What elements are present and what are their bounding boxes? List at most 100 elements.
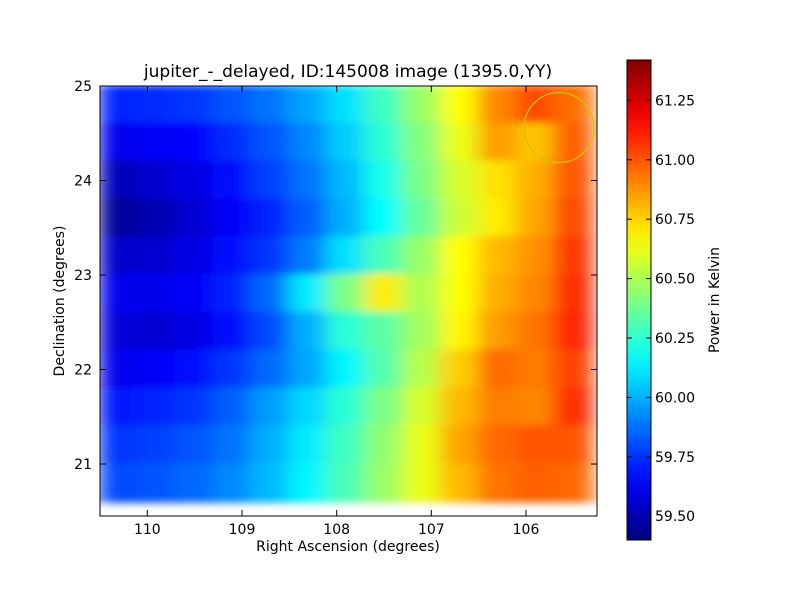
heatmap-cell	[288, 236, 329, 277]
heatmap-cell	[288, 122, 329, 163]
heatmap-cell	[100, 425, 139, 466]
beam-circle-marker	[523, 92, 595, 164]
heatmap-cell	[477, 236, 518, 277]
heatmap-cell	[401, 311, 442, 352]
heatmap-cell	[364, 387, 404, 428]
heatmap-cell	[401, 387, 442, 428]
heatmap-cell	[212, 387, 253, 428]
heatmap-cell	[477, 198, 518, 239]
heatmap-cell	[401, 198, 442, 239]
heatmap-cell	[136, 160, 177, 201]
x-tick-label: 109	[229, 522, 256, 538]
heatmap-cell	[477, 387, 518, 428]
heatmap-cell	[553, 349, 594, 390]
heatmap-cell	[174, 425, 215, 466]
y-tick-label: 23	[74, 268, 92, 284]
x-tick-label: 107	[418, 522, 445, 538]
heatmap-cell	[100, 463, 139, 503]
heatmap-cell	[136, 274, 177, 314]
heatmap-cell	[401, 86, 442, 125]
heatmap-cell	[326, 425, 367, 466]
chart-title: jupiter_-_delayed, ID:145008 image (1395…	[143, 62, 552, 82]
heatmap-cell	[136, 349, 177, 390]
heatmap-cell	[553, 122, 594, 163]
heatmap-cell	[174, 236, 215, 277]
heatmap-cell	[250, 160, 291, 201]
heatmap-cell	[515, 311, 556, 352]
y-tick-label: 21	[74, 457, 92, 473]
heatmap-cell	[100, 236, 139, 277]
y-tick-label: 25	[74, 79, 92, 95]
heatmap-cell	[515, 122, 556, 163]
heatmap-cell	[515, 387, 556, 428]
x-tick-label: 110	[134, 522, 161, 538]
heatmap-cell	[364, 311, 404, 352]
heatmap-cell	[288, 349, 329, 390]
colorbar-tick-label: 60.75	[655, 212, 695, 228]
heatmap-cell	[136, 387, 177, 428]
heatmap-cell	[100, 86, 139, 125]
heatmap-cell	[477, 274, 518, 314]
heatmap-cell	[515, 463, 556, 503]
heatmap-cell	[212, 349, 253, 390]
x-tick-label: 106	[513, 522, 540, 538]
heatmap-cell	[439, 160, 480, 201]
heatmap-cell	[174, 349, 215, 390]
heatmap-cell	[136, 311, 177, 352]
heatmap-cell	[250, 311, 291, 352]
heatmap-cell	[212, 274, 253, 314]
heatmap-cell	[477, 349, 518, 390]
heatmap-cell	[364, 160, 404, 201]
heatmap-cell	[212, 425, 253, 466]
heatmap-cell	[364, 122, 404, 163]
heatmap-cell	[212, 160, 253, 201]
heatmap-cell	[326, 274, 367, 314]
heatmap-cell	[250, 198, 291, 239]
heatmap-cell	[100, 122, 139, 163]
heatmap-cell	[174, 122, 215, 163]
y-axis-label: Declination (degrees)	[52, 226, 68, 377]
heatmap-cell	[174, 86, 215, 125]
heatmap-cell	[326, 387, 367, 428]
heatmap-cell	[364, 425, 404, 466]
heatmap-cell	[439, 311, 480, 352]
heatmap-cell	[250, 349, 291, 390]
heatmap-cell	[439, 349, 480, 390]
heatmap-cell	[364, 274, 404, 314]
heatmap-cell	[364, 198, 404, 239]
y-tick-label: 22	[74, 363, 92, 379]
heatmap-cell	[553, 86, 594, 125]
heatmap-cell	[174, 311, 215, 352]
heatmap-cell	[174, 274, 215, 314]
plot-area	[100, 86, 595, 503]
heatmap-cell	[439, 274, 480, 314]
heatmap-cell	[136, 122, 177, 163]
heatmap-cell	[288, 387, 329, 428]
heatmap-cells	[100, 86, 594, 503]
heatmap-cell	[477, 160, 518, 201]
x-axis-ticks: 110 109 108 107 106	[134, 86, 539, 538]
heatmap-cell	[553, 236, 594, 277]
heatmap-cell	[553, 198, 594, 239]
heatmap-cell	[250, 463, 291, 503]
heatmap-cell	[212, 198, 253, 239]
heatmap-cell	[326, 160, 367, 201]
heatmap-cell	[326, 86, 367, 125]
heatmap-cell	[553, 463, 594, 503]
heatmap-cell	[250, 425, 291, 466]
x-tick-label: 108	[323, 522, 350, 538]
heatmap-cell	[250, 274, 291, 314]
heatmap-cell	[477, 463, 518, 503]
colorbar-ticks: 59.50 59.75 60.00 60.25 60.50 60.75 61.00 61.25	[627, 93, 695, 525]
heatmap-cell	[288, 463, 329, 503]
heatmap-cell	[364, 236, 404, 277]
heatmap-cell	[553, 387, 594, 428]
heatmap-cell	[250, 86, 291, 125]
heatmap-cell	[288, 160, 329, 201]
heatmap-cell	[136, 425, 177, 466]
colorbar	[626, 59, 652, 541]
heatmap-cell	[439, 425, 480, 466]
heatmap-cell	[212, 311, 253, 352]
colorbar-tick-label: 61.25	[655, 93, 695, 109]
heatmap-cell	[553, 425, 594, 466]
